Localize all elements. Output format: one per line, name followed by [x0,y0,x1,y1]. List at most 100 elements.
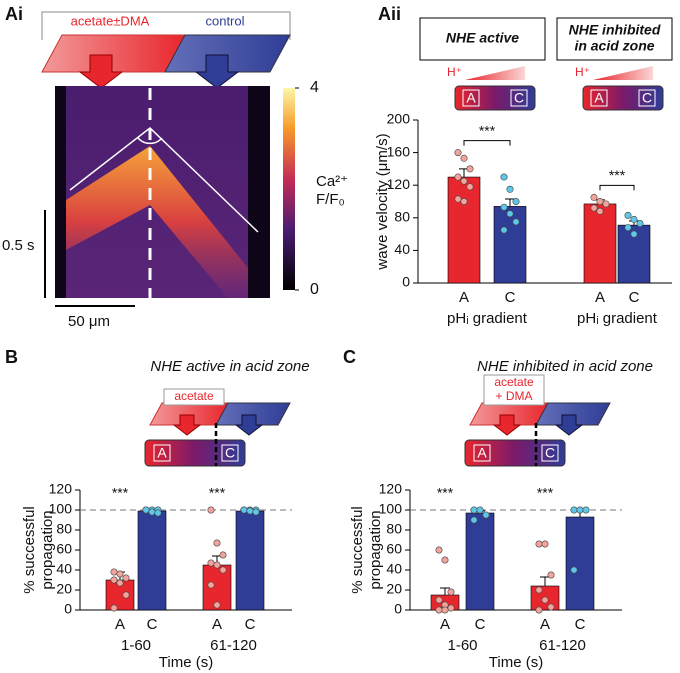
data-point [470,516,478,524]
data-point [470,506,478,514]
bar [565,516,595,611]
control-box [638,89,656,107]
data-point [213,561,221,569]
data-point [110,568,118,576]
y-tick-label: 0 [64,601,72,617]
group-label: 61-120 [539,637,586,654]
x-tick-label: C [629,289,640,306]
y-tick-label: 100 [49,501,73,517]
acid-box [153,444,171,462]
error-bar [540,576,550,586]
data-point [466,165,474,173]
y-tick-label: 60 [386,541,402,557]
title-box [419,17,546,61]
group-title: NHE inhibited [569,22,661,38]
data-point [624,224,632,232]
y-tick-label: 120 [379,481,403,497]
y-axis-label: % successful [349,506,366,594]
treatment-label: acetate [174,389,214,403]
acid-label: A [466,90,476,106]
acid-label: A [594,90,604,106]
data-point [252,508,260,516]
acid-box [462,89,480,107]
data-point [630,215,638,223]
y-tick-label: 80 [386,521,402,537]
data-point [116,579,124,587]
data-point [122,591,130,599]
y-tick-label: 80 [56,521,72,537]
y-tick-label: 40 [56,561,72,577]
data-point [435,546,443,554]
proton-gradient [593,66,653,80]
x-tick-label: C [147,616,158,633]
error-bar [505,198,515,207]
control-box [510,89,528,107]
colorbar-tick-label: 4 [310,79,319,96]
data-point [512,198,520,206]
arrow [172,414,202,436]
data-point [148,508,156,516]
data-point [454,195,462,203]
title-box [556,17,673,61]
x-tick-label: A [212,616,222,633]
sig-label: *** [209,485,226,501]
colorbar-label: F/F₀ [316,191,345,208]
acid-label: A [157,445,167,461]
data-point [213,601,221,609]
data-point [624,211,632,219]
data-point [590,193,598,201]
ph-bar [454,85,536,111]
data-point [596,207,604,215]
treatment-label: + DMA [495,389,532,403]
data-point [512,218,520,226]
group-title: NHE active [446,30,519,46]
y-tick-label: 120 [387,176,411,192]
data-point [460,177,468,185]
sig-label: *** [112,485,129,501]
panel-label: C [343,347,356,367]
data-point [441,556,449,564]
y-tick-label: 20 [386,581,402,597]
group-label: pHᵢ gradient [577,310,658,327]
bar [447,176,481,284]
y-tick-label: 0 [394,601,402,617]
time-scale-label: 0.5 s [2,237,35,254]
data-point [154,509,162,517]
data-point [110,604,118,612]
colorbar [283,88,295,290]
error-bar [440,587,450,595]
y-tick-label: 160 [387,143,411,159]
data-point [576,506,584,514]
data-point [630,230,638,238]
data-point [506,210,514,218]
sig-label: *** [479,122,496,138]
y-axis-label: wave velocity (μm/s) [374,133,391,270]
data-point [435,596,443,604]
control-label: control [205,13,244,28]
y-tick-label: 0 [402,274,410,290]
data-point [535,540,543,548]
y-tick-label: 40 [386,561,402,577]
data-point [110,576,118,584]
y-axis-label: % successful [21,506,38,594]
y-tick-label: 60 [56,541,72,557]
data-point [441,606,449,614]
data-point [596,198,604,206]
data-point [116,570,124,578]
sig-label: *** [537,485,554,501]
header-frame [41,11,291,40]
data-point [460,154,468,162]
data-point [213,539,221,547]
kymograph-wave [66,146,248,298]
x-tick-label: A [459,289,469,306]
group-title: in acid zone [574,38,654,54]
colorbar-tick-label: 0 [310,281,319,298]
control-label: C [545,445,555,461]
angle-arc [137,137,163,145]
arrow [234,414,264,436]
data-point [541,540,549,548]
data-point [435,606,443,614]
data-point [219,566,227,574]
data-point [454,149,462,157]
y-tick-label: 200 [387,111,411,127]
